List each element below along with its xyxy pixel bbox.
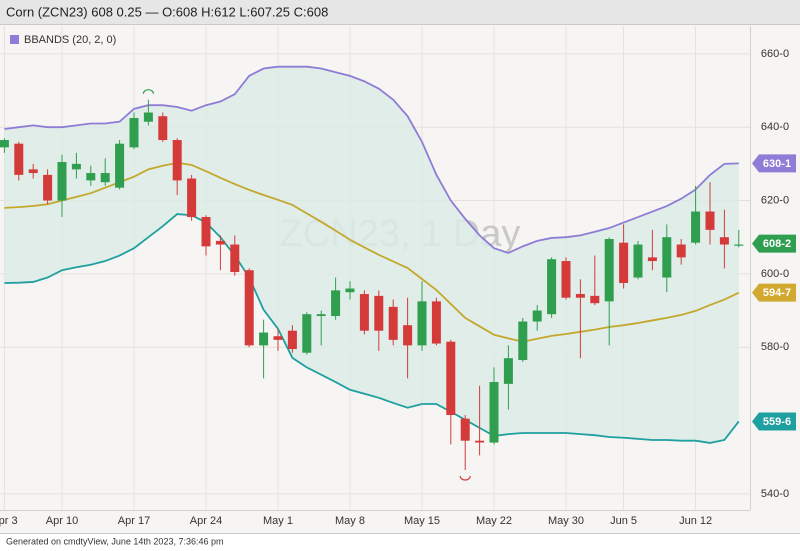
candle-body — [417, 301, 427, 346]
y-tick-label: 600-0 — [761, 268, 789, 280]
price-tag-label: 608-2 — [763, 238, 791, 250]
y-tick-label: 640-0 — [761, 121, 789, 133]
candle-body — [561, 261, 571, 298]
price-tag-label: 594-7 — [763, 287, 791, 299]
band-line — [4, 65, 739, 254]
legend-label: BBANDS (20, 2, 0) — [24, 34, 116, 46]
x-tick-label: Apr 17 — [118, 515, 150, 527]
candle-body — [158, 116, 168, 141]
candle-body — [518, 321, 528, 361]
x-tick-label: Jun 5 — [610, 515, 637, 527]
plot-area: ZCN23, 1 Day 540-0 580-0 600-0 620-0 640-0 660… — [0, 26, 796, 527]
candle-body — [705, 211, 715, 230]
candle-body — [633, 244, 643, 278]
candle-body — [475, 440, 485, 443]
candle-body — [734, 244, 744, 246]
x-tick-label: May 30 — [548, 515, 584, 527]
candle-body — [619, 242, 629, 284]
candle-body — [575, 294, 585, 298]
candle-body — [331, 290, 341, 317]
candle-body — [374, 295, 384, 331]
band-line — [4, 161, 740, 343]
candle-body — [14, 143, 24, 175]
candle-body — [604, 239, 614, 302]
candle-body — [691, 211, 701, 243]
chart-title: Corn (ZCN23) 608 0.25 — O:608 H:612 L:60… — [6, 4, 328, 19]
x-tick-label: May 22 — [476, 515, 512, 527]
candle-body — [100, 173, 110, 183]
candle-body — [129, 118, 139, 148]
x-tick-label: Apr 10 — [46, 515, 78, 527]
candle-body — [259, 332, 269, 346]
x-tick-label: May 15 — [404, 515, 440, 527]
candle-body — [201, 217, 211, 247]
candle-body — [719, 237, 729, 245]
candle-body — [547, 259, 557, 315]
price-tag — [752, 154, 796, 173]
candle-body — [676, 244, 686, 258]
candle-body — [143, 112, 153, 122]
y-tick-label: 660-0 — [761, 48, 789, 60]
candle-body — [489, 382, 499, 443]
candle-body — [388, 306, 398, 340]
low-marker — [459, 475, 471, 481]
high-marker — [142, 89, 154, 94]
candle-body — [359, 294, 369, 331]
candle-body — [43, 174, 53, 201]
candle-body — [172, 140, 182, 181]
candle-body — [244, 270, 254, 346]
candle-body — [446, 341, 456, 416]
price-tag — [752, 283, 796, 302]
candle-body — [503, 358, 513, 384]
candle-body — [316, 314, 326, 317]
candle-body — [431, 301, 441, 344]
candle-body — [71, 163, 81, 170]
candle-body — [532, 310, 542, 322]
candle-body — [273, 336, 283, 340]
candle-body — [647, 257, 657, 262]
x-tick-label: May 8 — [335, 515, 365, 527]
band-line — [4, 213, 740, 444]
candle-body — [28, 169, 38, 174]
candle-body — [460, 418, 470, 441]
y-tick-label: 540-0 — [761, 488, 789, 500]
candle-body — [86, 173, 96, 181]
candle-body — [187, 178, 197, 218]
y-tick-label: 580-0 — [761, 341, 789, 353]
price-tag — [752, 412, 796, 431]
candle-body — [345, 288, 355, 293]
x-tick-label: Apr 3 — [0, 515, 18, 527]
x-tick-label: May 1 — [263, 515, 293, 527]
band-fill — [4, 66, 739, 443]
candle-body — [57, 162, 67, 201]
y-tick-label: 620-0 — [761, 194, 789, 206]
plot-clip: ZCN23, 1 Day — [0, 26, 750, 510]
candle-body — [215, 240, 225, 245]
price-tag — [752, 234, 796, 253]
x-tick-label: Apr 24 — [190, 515, 222, 527]
header-bar — [0, 0, 800, 24]
price-tag-label: 559-6 — [763, 416, 791, 428]
candle-body — [230, 244, 240, 273]
footer: Generated on cmdtyView, June 14th 2023, … — [6, 536, 223, 546]
price-tag-label: 630-1 — [763, 158, 791, 170]
candle-body — [662, 237, 672, 278]
candle-body — [287, 330, 297, 350]
legend-swatch — [10, 35, 19, 44]
candle-body — [0, 140, 9, 148]
x-tick-label: Jun 12 — [679, 515, 712, 527]
candle-body — [115, 143, 125, 188]
candle-body — [590, 295, 600, 304]
footer-bar — [0, 533, 800, 551]
candle-body — [403, 325, 413, 346]
candle-body — [302, 314, 312, 353]
